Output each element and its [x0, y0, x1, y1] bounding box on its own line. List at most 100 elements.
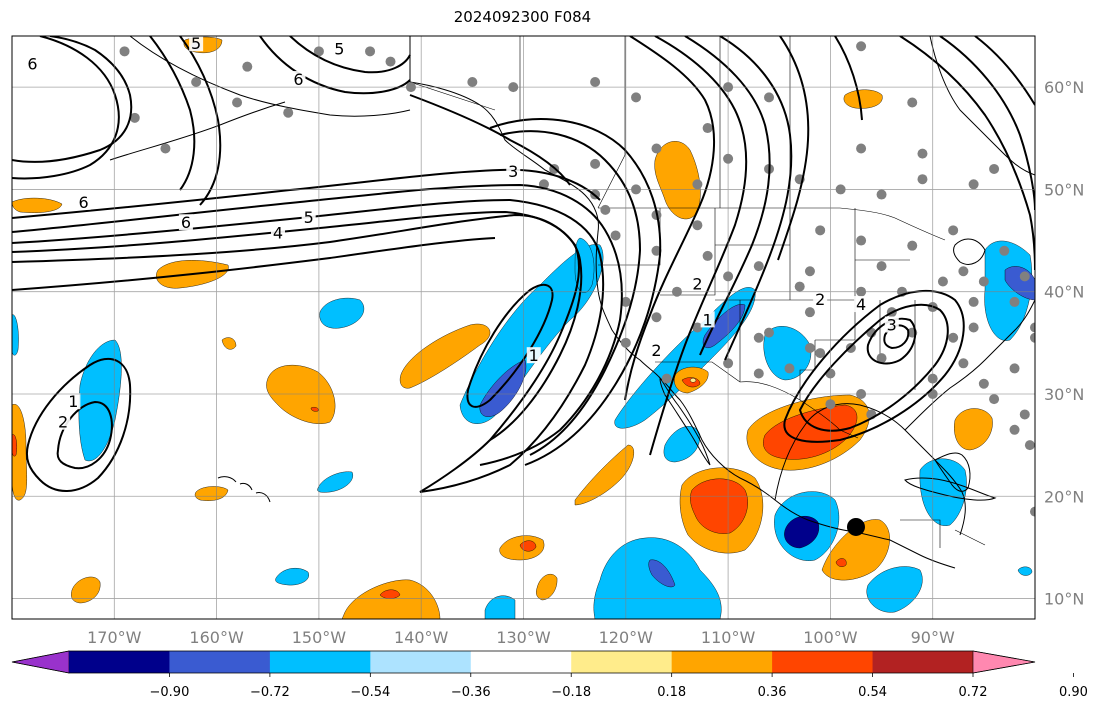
station-dot	[764, 92, 775, 103]
contour-line	[12, 237, 496, 291]
station-dot	[467, 77, 478, 88]
colorbar-tick-label: −0.90	[150, 685, 190, 700]
political-borders	[409, 36, 986, 548]
contour-line	[149, 36, 196, 191]
contour-line	[12, 36, 133, 163]
station-dot	[948, 225, 959, 236]
positive-anomaly-region	[341, 579, 441, 619]
station-dot	[242, 61, 253, 72]
contour-line	[649, 36, 748, 456]
contour-line	[12, 36, 120, 180]
contour-label-background	[66, 393, 81, 410]
station-dot	[958, 266, 969, 277]
coastline-baja	[659, 376, 711, 466]
station-dot	[702, 250, 713, 261]
contour-lines	[12, 36, 1035, 493]
colorbar-segment	[872, 651, 974, 673]
colorbar-segment	[69, 651, 170, 673]
contour-line	[798, 303, 949, 432]
station-dot	[907, 240, 918, 251]
colorbar-tick-label: −0.18	[551, 685, 591, 700]
positive-anomaly-region	[399, 323, 491, 389]
colorbar-segment	[370, 651, 472, 673]
latitude-tick-label: 50°N	[1044, 180, 1084, 199]
border-canada-provinces	[519, 36, 791, 209]
contour-line	[834, 36, 863, 121]
contour-label-background	[270, 224, 285, 241]
contour-label: 1	[529, 346, 539, 365]
colorbar-segment	[571, 651, 673, 673]
station-dot	[815, 348, 826, 359]
coastline-aleutians	[109, 101, 286, 161]
longitude-tick-label: 110°W	[701, 628, 756, 647]
positive-anomaly-region	[310, 407, 319, 412]
contour-line	[12, 198, 605, 493]
station-dot	[753, 261, 764, 272]
contour-line	[25, 357, 132, 492]
contour-label-background	[690, 275, 705, 292]
contour-line	[899, 36, 1035, 271]
contour-label-background	[76, 193, 91, 210]
contour-line	[974, 36, 1035, 106]
positive-anomaly-region	[954, 408, 993, 451]
station-dot	[283, 107, 294, 118]
latitude-tick-label: 10°N	[1044, 590, 1084, 609]
station-dot	[999, 245, 1010, 256]
negative-anomaly-region	[1017, 566, 1033, 576]
station-dot	[794, 281, 805, 292]
station-dot	[590, 77, 601, 88]
station-dot	[804, 342, 815, 353]
contour-label: 5	[191, 34, 201, 53]
colorbar-extend-high	[972, 650, 1036, 674]
contour-label-background	[178, 214, 193, 231]
station-dot	[1009, 424, 1020, 435]
station-dot	[651, 143, 662, 154]
contour-label-background	[56, 413, 71, 430]
station-dot	[917, 174, 928, 185]
latitude-tick-label: 60°N	[1044, 78, 1084, 97]
positive-anomaly-region	[12, 404, 27, 501]
station-dot	[160, 143, 171, 154]
contour-line	[289, 36, 411, 74]
station-dot	[610, 230, 621, 241]
shaded-field	[12, 36, 1035, 619]
contour-line	[466, 283, 554, 408]
station-dot	[1009, 296, 1020, 307]
contour-label: 6	[293, 70, 303, 89]
latitude-tick-label: 30°N	[1044, 385, 1084, 404]
colorbar-tick-label: −0.36	[451, 685, 491, 700]
contour-label-background	[301, 209, 316, 226]
station-dot	[753, 368, 764, 379]
positive-anomaly-region	[12, 197, 63, 213]
contour-line	[259, 36, 411, 95]
station-dot	[631, 92, 642, 103]
station-dot	[232, 97, 243, 108]
positive-anomaly-region	[536, 574, 558, 601]
station-dot	[692, 322, 703, 333]
gridlines	[12, 36, 1035, 619]
station-dot	[692, 179, 703, 190]
contour-label: 5	[334, 39, 344, 58]
latitude-tick-label: 20°N	[1044, 487, 1084, 506]
longitude-tick-label: 130°W	[496, 628, 551, 647]
contour-label: 6	[27, 55, 37, 74]
contour-line	[12, 210, 583, 441]
longitude-tick-label: 160°W	[189, 628, 244, 647]
station-dot	[191, 77, 202, 88]
coastline-cuba	[904, 477, 997, 501]
negative-anomaly-region	[319, 297, 365, 329]
contour-label-background	[813, 290, 828, 307]
colorbar	[11, 650, 1036, 674]
contour-label: 2	[815, 290, 825, 309]
contour-label-background	[332, 40, 347, 57]
positive-anomaly-region	[843, 89, 883, 109]
station-dot	[876, 189, 887, 200]
negative-anomaly-region	[479, 359, 527, 417]
station-dot	[1030, 322, 1035, 333]
station-dot	[1030, 332, 1035, 343]
station-dot	[661, 373, 672, 384]
station-dot	[856, 235, 867, 246]
colorbar-tick-label: 0.36	[758, 685, 787, 700]
contour-label: 2	[58, 413, 68, 432]
station-dot	[815, 225, 826, 236]
